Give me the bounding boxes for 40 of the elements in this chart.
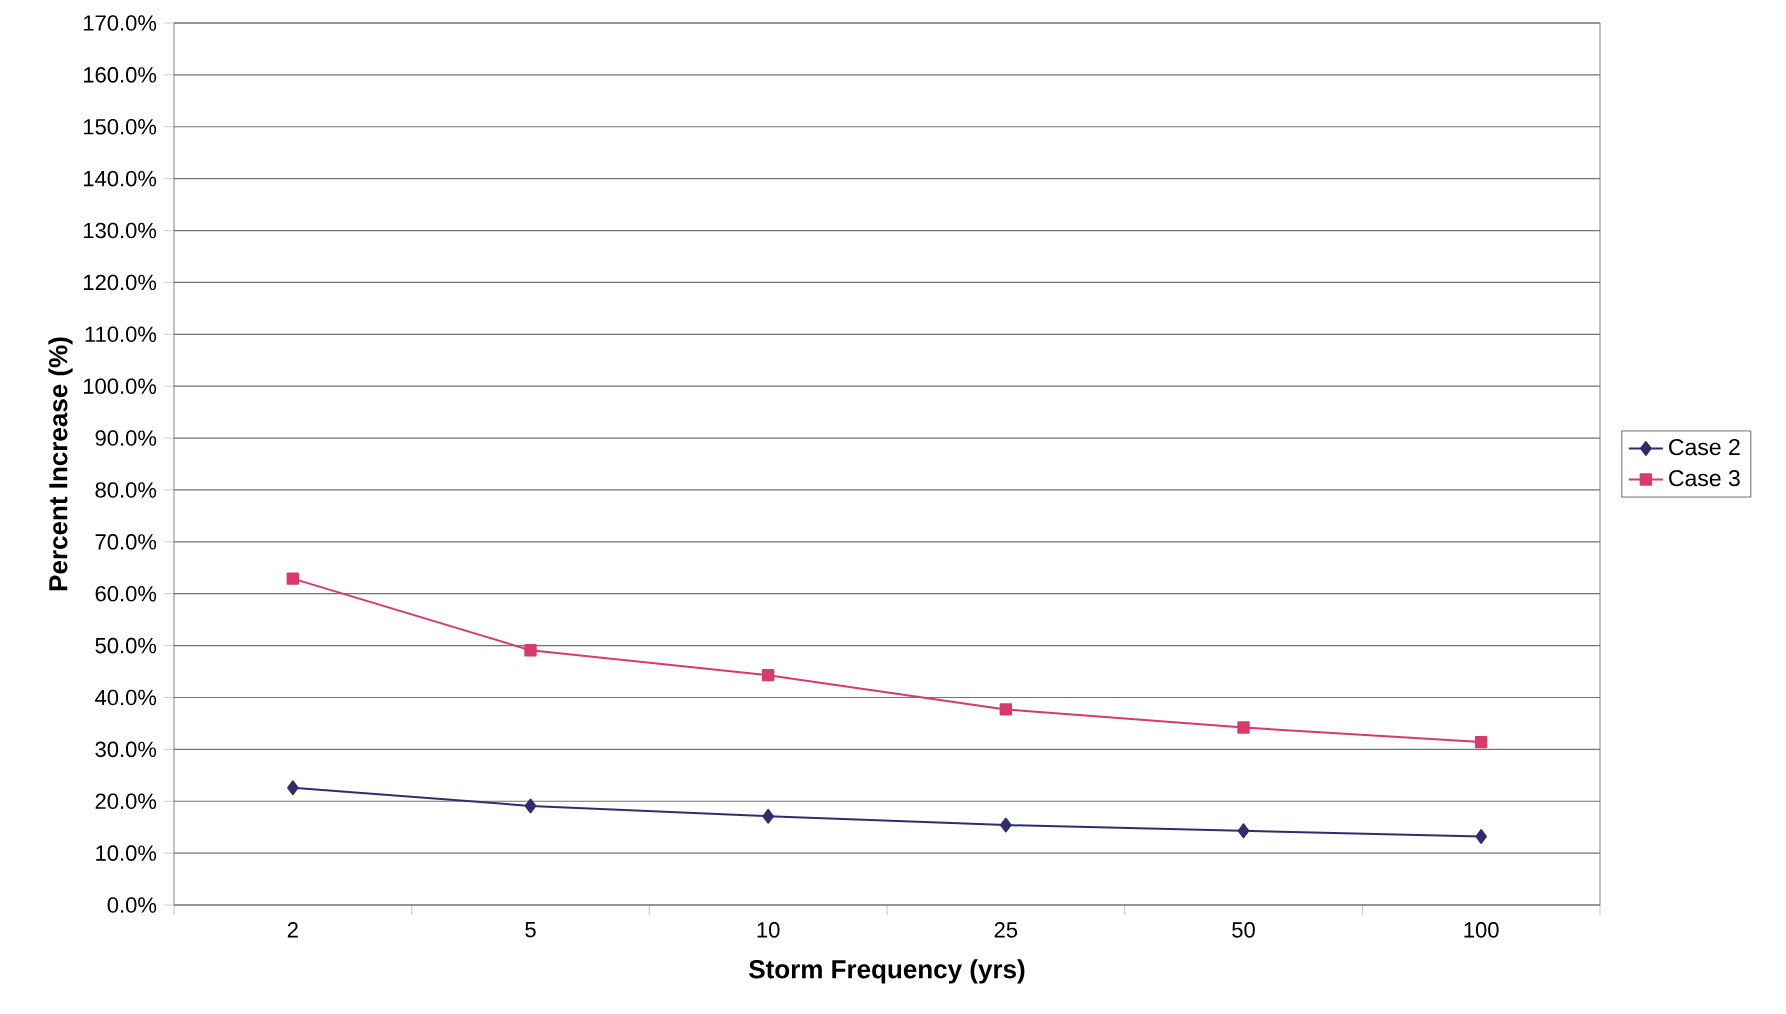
y-tick-label: 150.0% [83,119,157,135]
y-tick-label: 40.0% [95,689,157,706]
y-tick-label: 20.0% [95,793,157,810]
x-tick-label: 5 [525,922,536,938]
y-tick-label: 170.0% [83,15,157,31]
y-tick-label: 70.0% [95,534,157,550]
y-tick-label: 50.0% [95,637,157,654]
point [1237,721,1250,734]
y-tick-label: 110.0% [85,326,157,343]
y-tick-label: 60.0% [95,585,157,602]
y-tick-label: 10.0% [96,845,157,861]
point [762,808,774,824]
y-tick-label: 30.0% [95,741,157,758]
y-tick-label: 160.0% [83,67,157,83]
point [524,798,537,814]
y-tick-label: 90.0% [95,430,157,446]
y-tick-label: 130.0% [83,222,157,239]
point [1000,817,1012,833]
x-tick-label: 10 [757,922,780,938]
point [524,644,537,657]
y-axis-title: Percent Increase (%) [48,337,73,591]
x-tick-label: 25 [994,922,1018,938]
point [1474,735,1488,749]
point [287,780,299,796]
x-tick-label: 2 [287,922,298,938]
legend-label: Case 3 [1669,470,1740,487]
y-tick-label: 80.0% [95,482,157,498]
x-tick-label: 50 [1232,922,1255,938]
point [1475,829,1487,844]
y-tick-label: 120.0% [83,274,157,291]
point [286,572,300,585]
y-tick-label: 0.0% [107,897,157,913]
point [999,703,1013,716]
point [1237,823,1250,839]
x-tick-label: 100 [1464,922,1499,938]
y-tick-label: 100.0% [83,378,157,394]
point [761,668,775,682]
x-axis-title: Storm Frequency (yrs) [749,959,1025,984]
y-tick-label: 140.0% [83,170,157,187]
legend-label: Case 2 [1669,438,1740,456]
